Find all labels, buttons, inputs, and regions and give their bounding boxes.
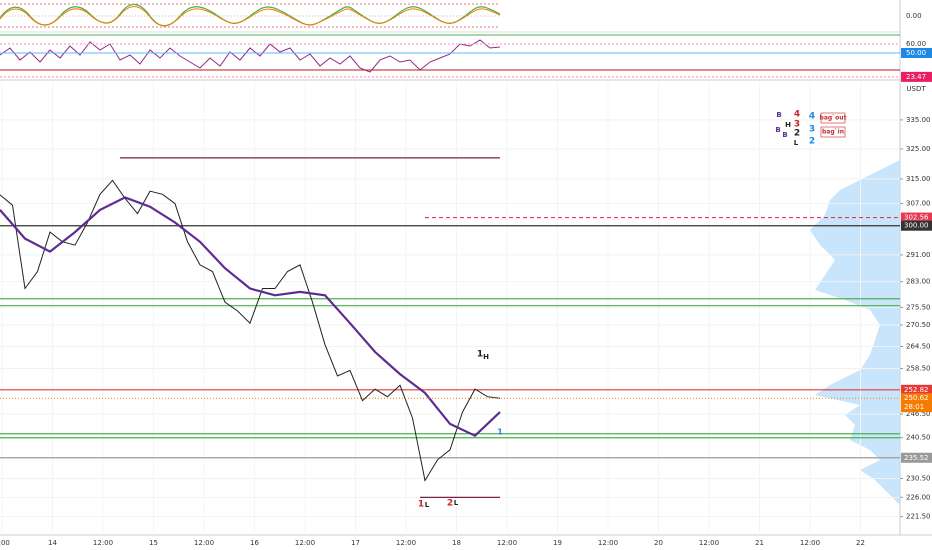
annotation: 1 <box>497 428 503 437</box>
x-tick-label: 12:00 <box>295 539 315 547</box>
annotation: 4 <box>809 112 815 122</box>
price-tag-label: 252.82 <box>904 386 929 394</box>
price-tag <box>901 212 932 223</box>
x-tick-label: 22 <box>856 539 865 547</box>
x-tick-label: 14 <box>48 539 57 547</box>
x-tick-label: 12:00 <box>396 539 416 547</box>
price-tag-label: 235.52 <box>904 454 929 462</box>
y-tick-label: 275.50 <box>906 303 931 311</box>
y-tick-label: 283.00 <box>906 278 931 286</box>
oscillator-signal <box>0 6 501 27</box>
annotation: 2 <box>447 499 453 509</box>
x-tick-label: 12:00 <box>497 539 517 547</box>
annotation: L <box>425 501 430 509</box>
x-tick-label: 20 <box>654 539 663 547</box>
y-tick-label: 226.00 <box>906 493 931 501</box>
annotation: 2 <box>794 129 800 139</box>
x-tick-label: 17 <box>351 539 360 547</box>
oscillator-tick-label: 0.00 <box>906 12 922 20</box>
rsi-line <box>0 39 501 73</box>
annotation-box <box>820 126 846 138</box>
rsi-tag <box>901 48 932 58</box>
y-tick-label: 221.50 <box>906 513 931 521</box>
price-tag-label: 302.56 <box>904 214 929 222</box>
x-tick-label: 18 <box>452 539 461 547</box>
last-price-label: 250.62 <box>904 394 929 402</box>
annotation: H <box>483 353 489 361</box>
annotation: B <box>775 126 780 134</box>
annotation: 3 <box>794 120 800 130</box>
price-tag <box>901 452 932 463</box>
moving-average <box>0 196 501 438</box>
annotation: bag`in <box>822 129 844 136</box>
rsi-tick-label: 60.00 <box>906 40 926 48</box>
annotation: 3 <box>809 125 815 135</box>
annotation: B <box>776 111 781 119</box>
annotation: 2 <box>809 137 815 147</box>
y-tick-label: 240.50 <box>906 434 931 442</box>
x-tick-label: 21 <box>755 539 764 547</box>
annotation: H <box>785 121 791 129</box>
annotation-box <box>820 112 846 124</box>
y-tick-label: 307.00 <box>906 200 931 208</box>
y-tick-label: 270.50 <box>906 321 931 329</box>
countdown-label: 28:01 <box>904 403 924 411</box>
y-tick-label: 230.50 <box>906 474 931 482</box>
annotation: 4 <box>794 110 800 120</box>
x-tick-label: 12:00 <box>93 539 113 547</box>
price-tag-label: 300.00 <box>904 222 929 230</box>
y-tick-label: 258.50 <box>906 364 931 372</box>
annotation: 1 <box>418 500 424 510</box>
x-tick-label: 12:00 <box>800 539 820 547</box>
x-tick-label: 15 <box>149 539 158 547</box>
y-tick-label: 264.50 <box>906 342 931 350</box>
y-tick-label: 315.00 <box>906 175 931 183</box>
y-tick-label: 335.00 <box>906 116 931 124</box>
x-tick-label: 12:00 <box>598 539 618 547</box>
x-tick-label: 12:00 <box>194 539 214 547</box>
price-tag <box>901 384 932 395</box>
rsi-tag <box>901 71 932 82</box>
annotation: B <box>782 131 787 139</box>
last-price-tag <box>901 393 932 413</box>
y-tick-label: 291.00 <box>906 251 931 259</box>
annotation: L <box>794 139 799 147</box>
rsi-tick-label: 50.00 <box>906 49 926 57</box>
unit-label: USDT <box>906 85 926 93</box>
x-tick-label: 16 <box>250 539 259 547</box>
annotation: bag`out <box>820 115 847 122</box>
rsi-tick-label: 23.47 <box>906 73 926 81</box>
x-tick-label: 19 <box>553 539 562 547</box>
price-tag <box>901 220 932 231</box>
volume-profile <box>810 160 900 505</box>
x-tick-label: 12:00 <box>699 539 719 547</box>
y-tick-label: 246.50 <box>906 410 931 418</box>
annotation: L <box>454 499 459 507</box>
x-tick-label: 2:00 <box>0 539 10 547</box>
y-tick-label: 325.00 <box>906 145 931 153</box>
annotation: 1 <box>477 350 483 360</box>
price-line <box>0 179 501 482</box>
